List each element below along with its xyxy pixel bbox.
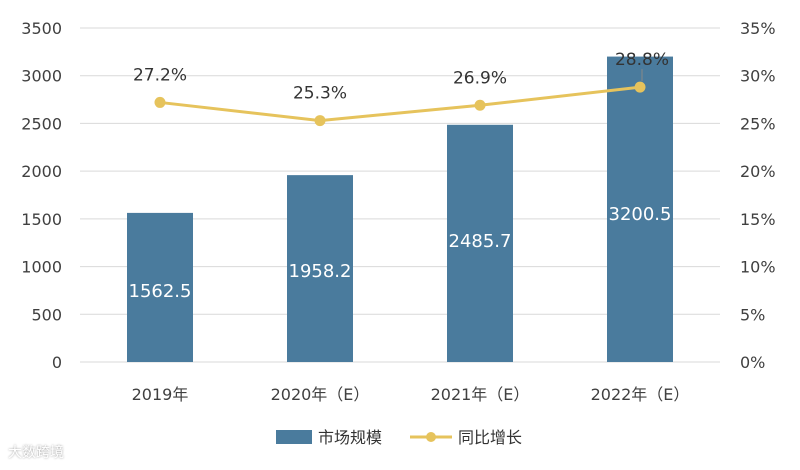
x-tick-label: 2022年（E）	[591, 385, 690, 404]
right-tick-label: 10%	[740, 258, 776, 277]
right-tick-label: 25%	[740, 114, 776, 133]
line-path	[159, 85, 641, 123]
left-tick-label: 1000	[21, 258, 62, 277]
line-data-label: 27.2%	[133, 65, 187, 85]
right-tick-label: 30%	[740, 67, 776, 86]
legend-swatch-bar	[276, 430, 312, 444]
watermark-text: 大数跨境	[8, 445, 64, 461]
bar	[607, 56, 673, 362]
x-tick-label: 2020年（E）	[271, 385, 370, 404]
left-tick-label: 0	[52, 353, 62, 372]
left-tick-label: 3000	[21, 67, 62, 86]
line-point	[474, 99, 486, 111]
bar	[287, 175, 353, 362]
bar-data-label: 1958.2	[289, 261, 352, 282]
left-tick-label: 1500	[21, 210, 62, 229]
line-data-label: 28.8%	[615, 50, 669, 70]
left-tick-label: 2500	[21, 114, 62, 133]
x-axis: 2019年 2020年（E） 2021年（E） 2022年（E）	[132, 385, 690, 404]
right-tick-label: 5%	[740, 305, 765, 324]
x-tick-label: 2021年（E）	[431, 385, 530, 404]
line-point	[314, 115, 326, 127]
left-tick-label: 2000	[21, 162, 62, 181]
right-axis: 0% 5% 10% 15% 20% 25% 30% 35%	[740, 19, 776, 372]
line-data-label: 26.9%	[453, 68, 507, 88]
x-tick-label: 2019年	[132, 385, 189, 404]
right-tick-label: 15%	[740, 210, 776, 229]
data-labels: 1562.5 1958.2 2485.7 3200.5 27.2% 25.3% 26.9% 2…	[129, 50, 672, 302]
left-axis: 0 500 1000 1500 2000 2500 3000 3500	[21, 19, 62, 372]
bar-data-label: 2485.7	[449, 231, 512, 252]
right-tick-label: 35%	[740, 19, 776, 38]
line-series	[154, 81, 646, 127]
right-tick-label: 0%	[740, 353, 765, 372]
legend-label-line: 同比增长	[458, 428, 522, 447]
legend-marker-line	[426, 432, 436, 442]
legend: 市场规模 同比增长	[276, 428, 522, 447]
line-point	[154, 96, 166, 108]
left-tick-label: 500	[31, 305, 62, 324]
bar-data-label: 3200.5	[609, 204, 672, 225]
left-tick-label: 3500	[21, 19, 62, 38]
line-data-label: 25.3%	[293, 84, 347, 104]
right-tick-label: 20%	[740, 162, 776, 181]
bar-data-label: 1562.5	[129, 281, 192, 302]
bar-series	[127, 56, 673, 362]
legend-label-bar: 市场规模	[318, 428, 382, 447]
bar	[447, 124, 513, 362]
line-point	[634, 81, 646, 93]
bar	[127, 212, 193, 362]
